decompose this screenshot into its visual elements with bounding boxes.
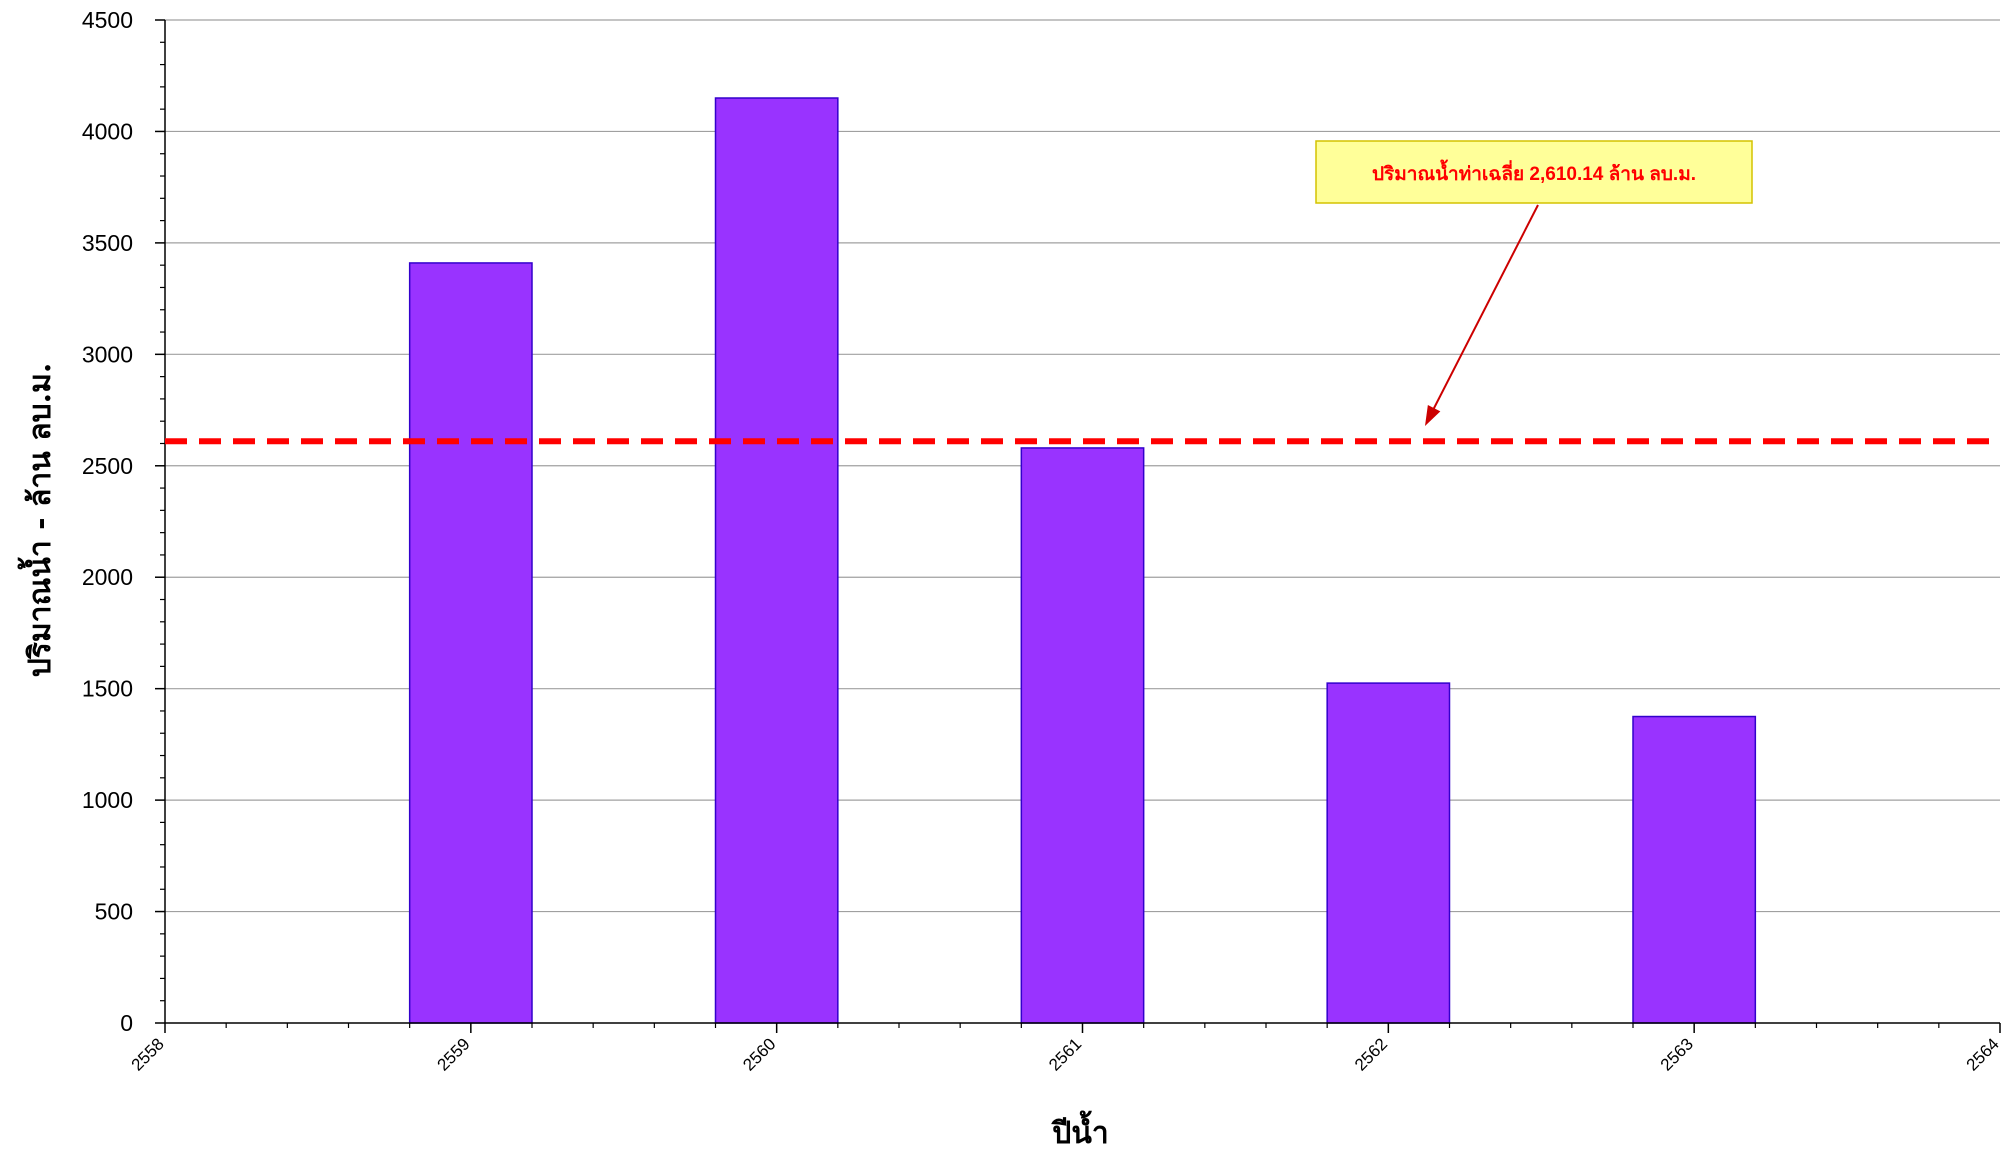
annotation-arrowhead (1425, 405, 1441, 426)
bar (1632, 715, 1757, 1024)
bars (408, 97, 1757, 1024)
annotation-box (1315, 140, 1753, 204)
x-axis-title: ปีน้ำ (1050, 1110, 1108, 1151)
bar (1326, 682, 1451, 1024)
y-tick-label: 3000 (82, 341, 133, 367)
bar (714, 97, 839, 1024)
y-tick-label: 4000 (82, 118, 133, 144)
x-tick-label: 2563 (1657, 1034, 1697, 1074)
x-axis-ticks: 2558 2559 2560 2561 2562 2563 2564 (128, 1023, 2003, 1075)
y-tick-label: 3500 (82, 230, 133, 256)
y-tick-label: 2500 (82, 453, 133, 479)
annotation-group: ปริมาณน้ำท่าเฉลี่ย 2,610.14 ล้าน ลบ.ม. (1315, 140, 1753, 426)
y-tick-label: 0 (120, 1010, 133, 1036)
y-tick-label: 2000 (82, 564, 133, 590)
y-tick-label: 1000 (82, 787, 133, 813)
y-tick-label: 1500 (82, 676, 133, 702)
y-axis-ticks: 0 500 1000 1500 2000 2500 3000 3500 4000 4500 (82, 7, 165, 1036)
y-tick-label: 500 (95, 899, 133, 925)
y-axis-title: ปริมาณน้ำ - ล้าน ลบ.ม. (17, 363, 58, 678)
bar (408, 262, 533, 1024)
x-tick-label: 2561 (1045, 1034, 1085, 1074)
x-tick-label: 2559 (433, 1034, 473, 1074)
bar (1020, 447, 1145, 1024)
annotation-arrow (1430, 204, 1539, 415)
annotation-text: ปริมาณน้ำท่าเฉลี่ย 2,610.14 ล้าน ลบ.ม. (1372, 159, 1696, 185)
y-tick-label: 4500 (82, 7, 133, 33)
x-tick-label: 2564 (1963, 1034, 2003, 1074)
x-tick-label: 2558 (128, 1034, 168, 1074)
x-tick-label: 2560 (739, 1034, 779, 1074)
x-tick-label: 2562 (1351, 1034, 1391, 1074)
